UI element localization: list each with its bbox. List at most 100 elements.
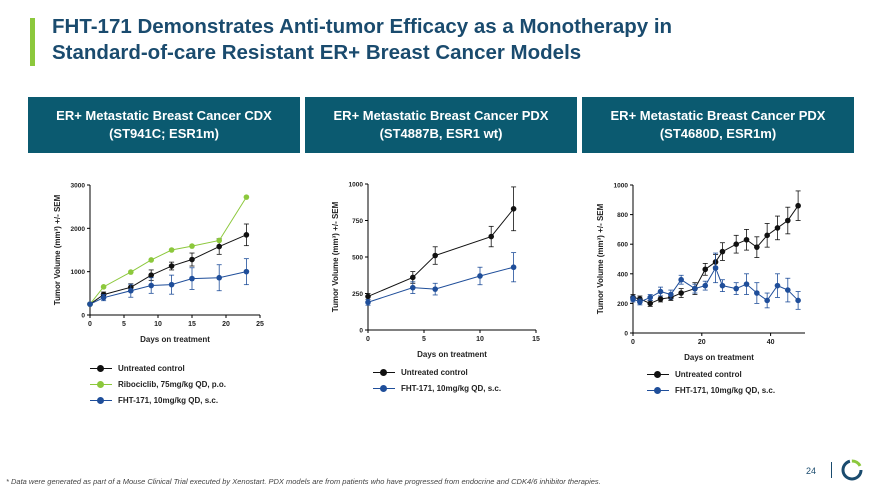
page-title-line2: Standard-of-care Resistant ER+ Breast Ca… <box>52 41 582 64</box>
y-tick-label: 1000 <box>614 183 629 190</box>
x-tick-label: 0 <box>631 339 635 346</box>
legend-label: FHT-171, 10mg/kg QD, s.c. <box>675 385 776 395</box>
data-point-control <box>657 296 664 302</box>
data-point-fht <box>100 294 107 301</box>
data-point-fht <box>637 299 643 305</box>
y-tick-label: 500 <box>352 255 363 262</box>
legend-marker-fht <box>647 385 669 395</box>
data-point-ribociclib <box>148 257 154 263</box>
page-number-divider <box>831 462 832 478</box>
legend-pdx-1: Untreated control FHT-171, 10mg/kg QD, s… <box>373 364 501 396</box>
data-point-control <box>764 232 770 239</box>
legend-marker-fht <box>90 395 112 405</box>
data-point-fht <box>785 287 791 293</box>
panel-header-pdx-1: ER+ Metastatic Breast Cancer PDX (ST4887… <box>305 97 577 153</box>
legend-label: Untreated control <box>401 367 468 377</box>
legend-marker-control <box>373 367 395 377</box>
y-tick-label: 600 <box>617 242 628 249</box>
x-axis-label: Days on treatment <box>417 350 487 359</box>
legend-label: Untreated control <box>118 363 185 373</box>
data-point-ribociclib <box>216 237 222 244</box>
data-point-fht <box>702 282 709 289</box>
series-line-fht <box>89 271 247 305</box>
data-point-control <box>488 233 494 240</box>
data-point-fht <box>216 274 222 281</box>
data-point-control <box>774 225 781 231</box>
data-point-fht <box>764 297 770 304</box>
panel-header-cdx: ER+ Metastatic Breast Cancer CDX (ST941C… <box>28 97 300 153</box>
x-axis-label: Days on treatment <box>140 335 210 344</box>
panel-header-subtitle: (ST4887B, ESR1 wt) <box>379 126 503 141</box>
data-point-fht <box>692 285 698 292</box>
data-point-control <box>243 232 250 238</box>
data-point-ribociclib <box>128 269 134 275</box>
data-point-ribociclib <box>189 243 195 249</box>
chart-pdx-1-svg: 0 5 10 15 0 250 500 750 1000 Days on treatment Tum… <box>331 182 540 360</box>
x-tick-label: 20 <box>698 339 706 346</box>
y-tick-label: 0 <box>81 313 85 320</box>
page-title: FHT-171 Demonstrates Anti-tumor Efficacy… <box>52 14 852 66</box>
x-axis-label: Days on treatment <box>684 353 754 362</box>
data-point-fht <box>410 284 416 291</box>
panel-header-subtitle: (ST4680D, ESR1m) <box>659 126 777 141</box>
data-point-control <box>432 252 438 259</box>
x-tick-label: 10 <box>476 336 484 343</box>
x-tick-label: 5 <box>122 321 126 328</box>
data-point-fht <box>148 282 154 289</box>
legend-item-control: Untreated control <box>90 360 226 376</box>
data-point-fht <box>630 296 636 302</box>
data-point-fht <box>668 291 674 298</box>
x-tick-label: 15 <box>532 336 540 343</box>
x-tick-label: 0 <box>88 321 92 328</box>
data-point-fht <box>647 294 653 301</box>
data-point-control <box>733 241 739 247</box>
data-point-fht <box>189 275 195 282</box>
legend-item-control: Untreated control <box>647 366 775 382</box>
y-tick-label: 0 <box>359 328 363 335</box>
legend-cdx: Untreated control Ribociclib, 75mg/kg QD… <box>90 360 226 408</box>
data-point-control <box>719 248 726 255</box>
data-point-ribociclib <box>100 284 107 290</box>
legend-marker-control <box>647 369 669 379</box>
company-logo-icon <box>841 459 863 481</box>
data-point-control <box>168 263 175 269</box>
y-axis-label: Tumor Volume (mm³) +/- SEM <box>53 194 62 305</box>
legend-marker-ribociclib <box>90 379 112 389</box>
y-tick-label: 1000 <box>71 269 86 276</box>
x-tick-label: 10 <box>154 321 162 328</box>
data-point-control <box>785 217 791 224</box>
legend-label: Untreated control <box>675 369 742 379</box>
y-tick-label: 400 <box>617 271 628 278</box>
data-point-control <box>647 300 653 307</box>
data-point-fht <box>795 297 801 304</box>
legend-label: FHT-171, 10mg/kg QD, s.c. <box>118 395 219 405</box>
x-tick-label: 15 <box>188 321 196 328</box>
data-point-fht <box>432 286 438 292</box>
data-point-fht <box>243 268 250 275</box>
data-point-control <box>795 202 801 209</box>
data-point-control <box>410 274 416 281</box>
data-point-fht <box>128 287 134 294</box>
y-tick-label: 1000 <box>349 182 364 189</box>
data-point-fht <box>743 281 750 287</box>
y-tick-label: 3000 <box>71 183 86 190</box>
y-tick-label: 2000 <box>71 226 86 233</box>
legend-item-control: Untreated control <box>373 364 501 380</box>
data-point-control <box>678 290 684 296</box>
chart-cdx: 0 5 10 15 20 25 0 1000 2000 3000 Days on treatment… <box>50 170 280 360</box>
data-point-fht <box>712 265 719 271</box>
data-point-control <box>148 272 154 278</box>
data-point-fht <box>365 299 371 306</box>
data-point-ribociclib <box>168 247 175 253</box>
series-line-control <box>89 234 247 305</box>
data-point-control <box>702 266 709 273</box>
footnote: * Data were generated as part of a Mouse… <box>6 477 601 486</box>
data-point-fht <box>754 290 760 296</box>
legend-item-ribociclib: Ribociclib, 75mg/kg QD, p.o. <box>90 376 226 392</box>
series-line-ribociclib <box>89 196 247 305</box>
legend-marker-fht <box>373 383 395 393</box>
data-point-fht <box>774 282 781 289</box>
data-point-fht <box>168 281 175 288</box>
legend-item-fht: FHT-171, 10mg/kg QD, s.c. <box>647 382 775 398</box>
